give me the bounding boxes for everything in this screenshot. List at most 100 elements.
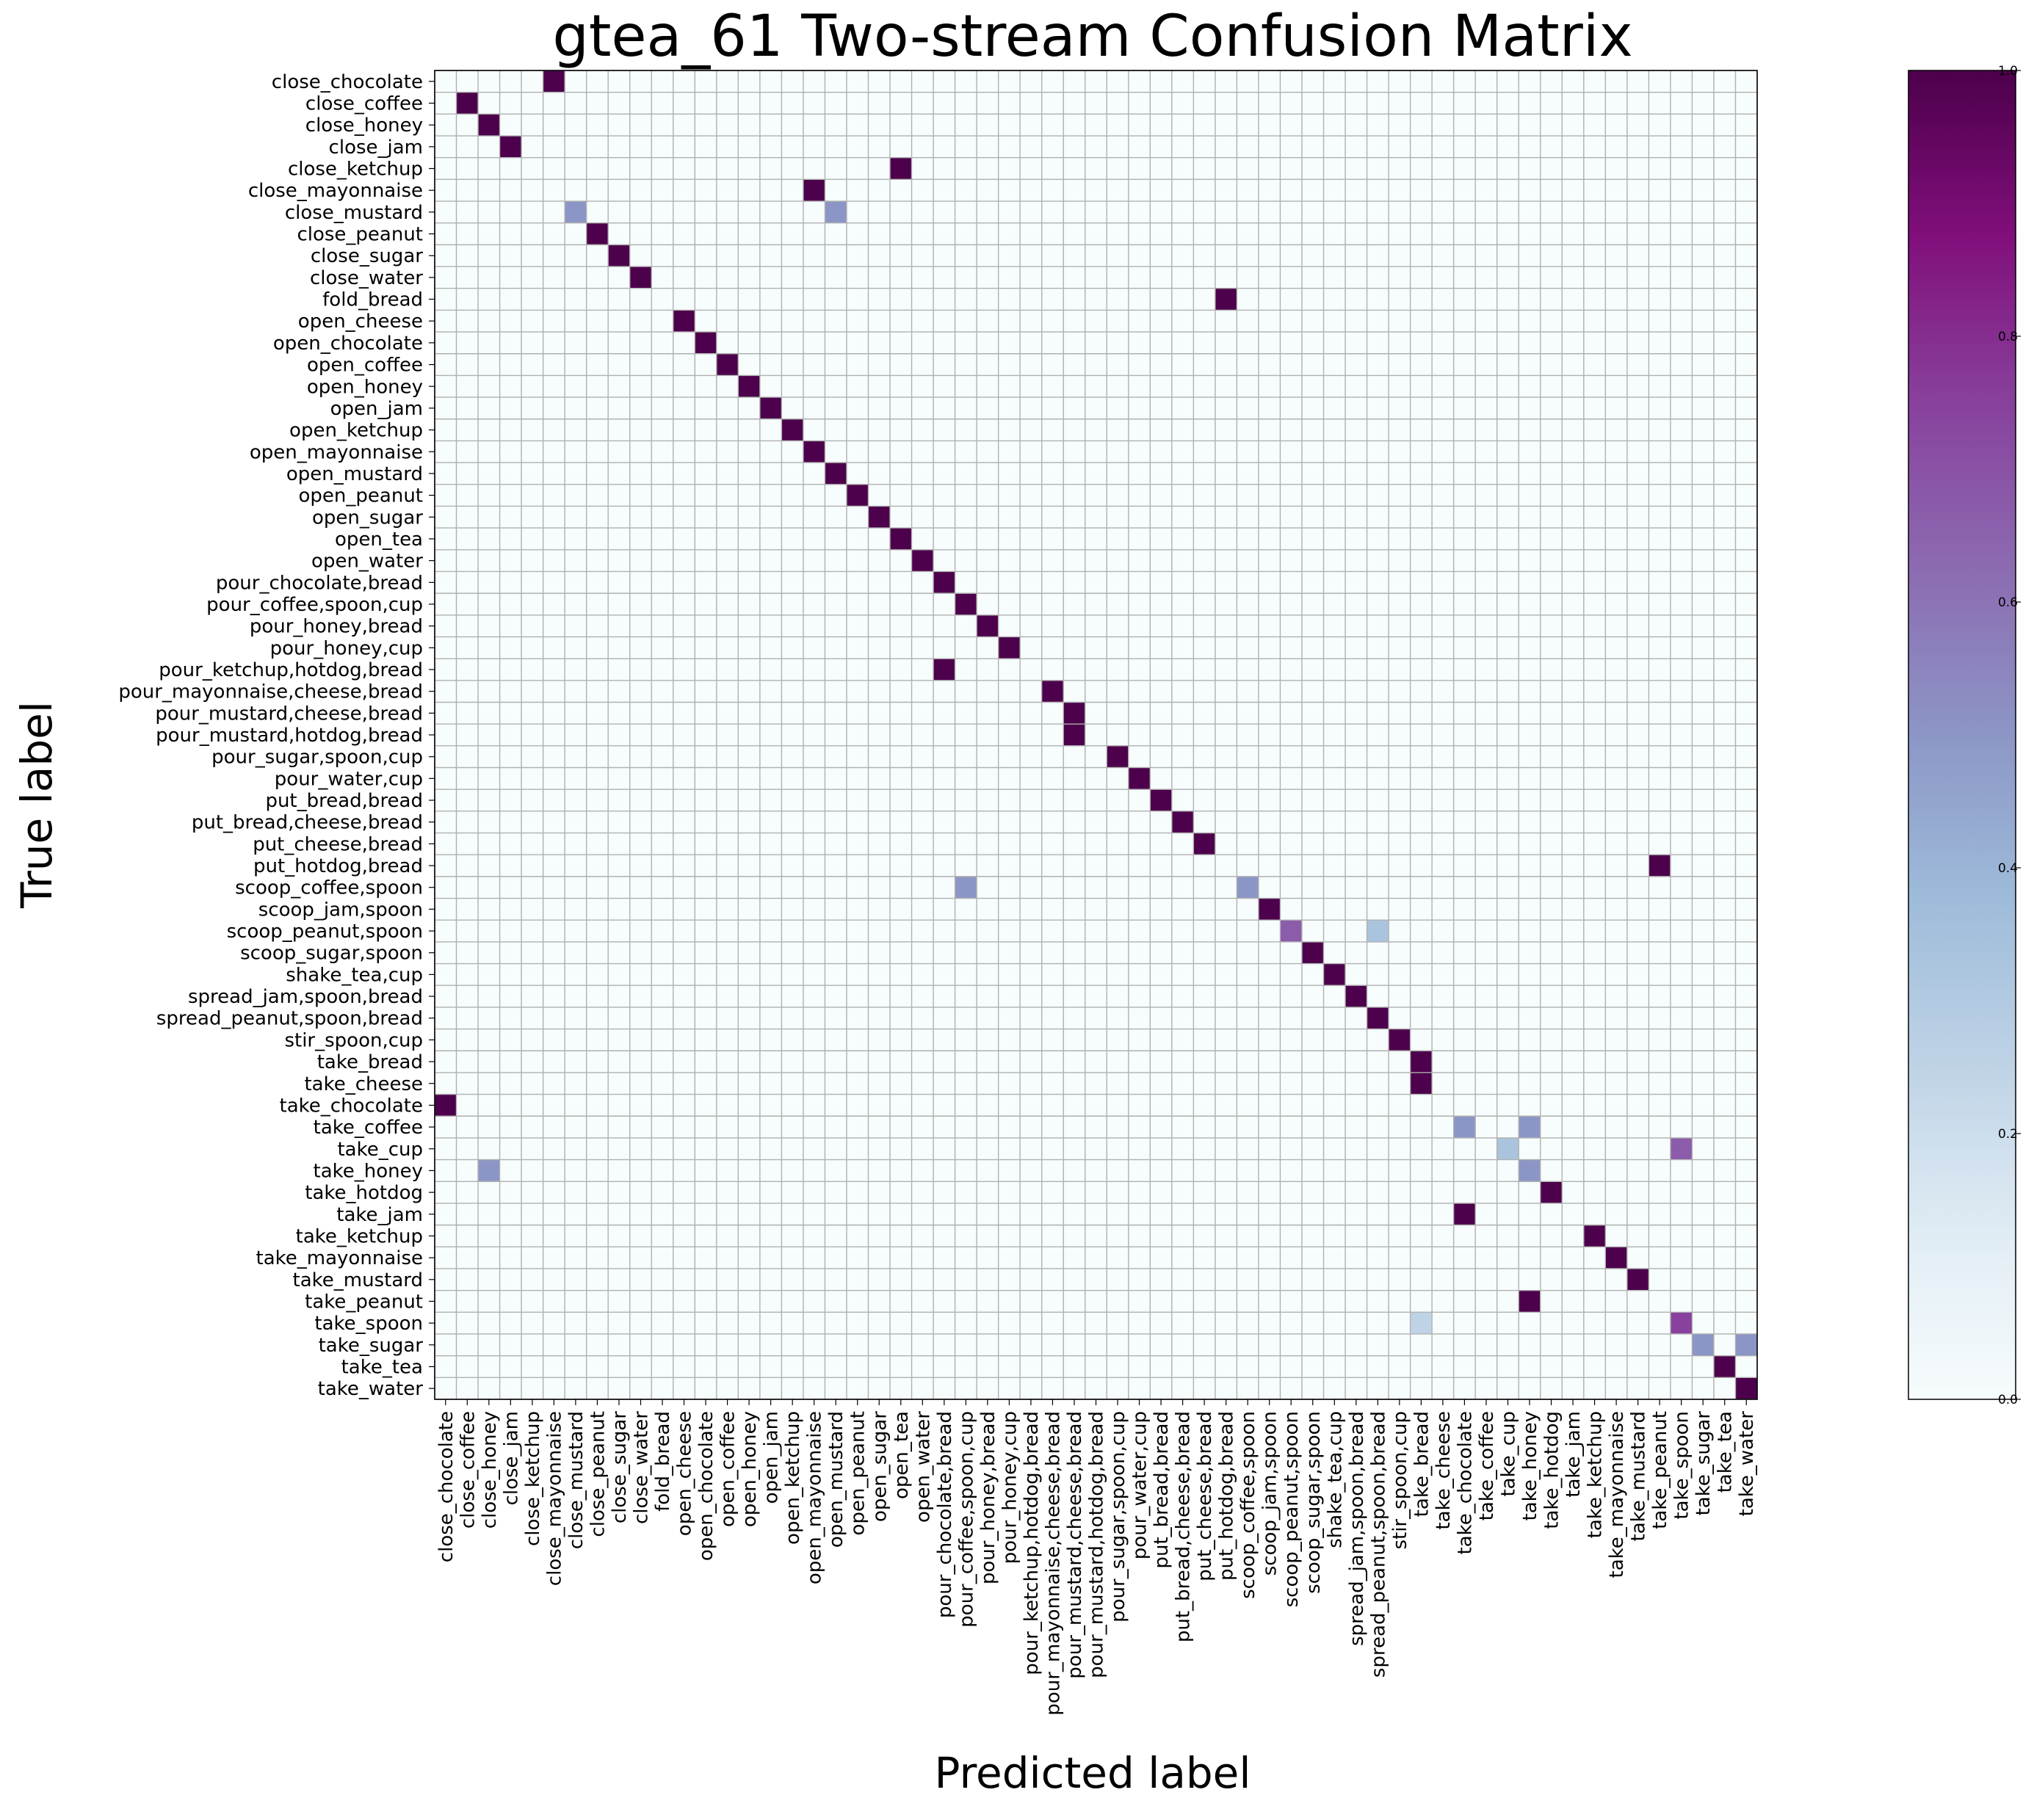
matrix-cell (1519, 1116, 1541, 1138)
colorbar-tick-label: 0.2 (1998, 1127, 2018, 1142)
matrix-cell (1367, 920, 1389, 942)
matrix-cell (955, 876, 977, 899)
y-tick-label: take_sugar (319, 1335, 424, 1357)
y-tick-label: stir_spoon,cup (284, 1029, 423, 1051)
matrix-cell (825, 201, 847, 223)
y-tick-labels: close_chocolateclose_coffeeclose_honeycl… (118, 71, 435, 1400)
x-tick-label: open_water (912, 1411, 934, 1523)
matrix-cell (1150, 789, 1172, 811)
grid-lines (434, 70, 1758, 1400)
matrix-cell (565, 201, 587, 223)
matrix-cell (1519, 1290, 1541, 1313)
x-tick-label: take_peanut (1649, 1411, 1671, 1529)
matrix-cell (933, 659, 955, 681)
colorbar: 0.0 0.2 0.4 0.6 0.8 1.0 (1908, 64, 2021, 1407)
y-tick-label: open_coffee (307, 355, 423, 377)
matrix-cell (803, 441, 825, 463)
y-tick-label: shake_tea,cup (286, 964, 423, 986)
matrix-cell (1237, 876, 1259, 899)
y-tick-label: pour_mustard,hotdog,bread (156, 725, 423, 747)
matrix-frame (434, 70, 1758, 1400)
x-tick-label: pour_water,cup (1129, 1411, 1151, 1559)
x-tick-label: fold_bread (652, 1411, 674, 1512)
x-axis-label: Predicted label (935, 1748, 1251, 1798)
y-tick-label: pour_sugar,spoon,cup (211, 747, 423, 769)
matrix-cell (1063, 724, 1085, 746)
matrix-cell (478, 1159, 500, 1182)
x-tick-label: take_bread (1411, 1411, 1433, 1517)
y-tick-label: open_sugar (312, 507, 423, 529)
y-tick-label: put_bread,cheese,bread (192, 812, 423, 834)
x-tick-label: take_cheese (1433, 1411, 1455, 1530)
x-tick-label: close_coffee (457, 1411, 479, 1529)
matrix-cell (1692, 1333, 1714, 1356)
x-tick-label: pour_sugar,spoon,cup (1107, 1411, 1129, 1623)
x-tick-label: pour_honey,cup (999, 1411, 1021, 1564)
x-tick-label: close_mayonnaise (543, 1411, 565, 1586)
y-tick-label: close_mayonnaise (248, 180, 423, 202)
x-tick-label: take_spoon (1671, 1411, 1693, 1520)
y-tick-label: close_mustard (285, 202, 423, 224)
x-tick-label: scoop_sugar,spoon (1303, 1411, 1325, 1594)
y-tick-label: take_mustard (293, 1269, 423, 1291)
x-tick-label: take_hotdog (1541, 1411, 1563, 1529)
matrix-cell (1605, 1247, 1627, 1269)
matrix-cell (1063, 702, 1085, 725)
colorbar-tick-label: 0.6 (1998, 595, 2018, 610)
y-tick-label: spread_peanut,spoon,bread (156, 1008, 423, 1030)
x-tick-label: close_water (630, 1411, 652, 1524)
chart-title: gtea_61 Two-stream Confusion Matrix (552, 4, 1632, 70)
x-tick-label: pour_mustard,cheese,bread (1064, 1411, 1086, 1679)
matrix-cell (890, 157, 912, 180)
y-tick-label: scoop_coffee,spoon (235, 877, 423, 899)
y-tick-label: take_ketchup (296, 1225, 423, 1247)
matrix-cell (955, 593, 977, 615)
x-tick-label: take_mayonnaise (1606, 1411, 1628, 1578)
colorbar-tick-label: 0.0 (1998, 1393, 2018, 1407)
matrix-cell (781, 418, 803, 441)
y-tick-label: take_chocolate (280, 1095, 423, 1117)
y-tick-label: put_hotdog,bread (253, 855, 423, 877)
x-tick-label: take_tea (1715, 1411, 1737, 1493)
y-tick-label: take_cup (337, 1139, 423, 1161)
x-tick-label: pour_chocolate,bread (934, 1411, 956, 1618)
y-tick-label: take_honey (314, 1160, 424, 1182)
matrix-cell (1670, 1137, 1693, 1160)
matrix-cell (1670, 1312, 1693, 1334)
matrix-cell (846, 484, 869, 507)
matrix-cell (499, 136, 522, 158)
matrix-cell (1367, 1007, 1389, 1029)
x-tick-label: take_water (1736, 1411, 1758, 1517)
y-tick-label: take_water (318, 1378, 424, 1400)
y-tick-label: take_mayonnaise (256, 1247, 423, 1269)
y-tick-label: pour_mustard,cheese,bread (155, 703, 423, 725)
matrix-cell (1497, 1137, 1519, 1160)
matrix-cell (1713, 1355, 1736, 1378)
y-tick-label: open_peanut (299, 485, 423, 507)
x-tick-label: close_ketchup (522, 1411, 544, 1546)
matrix-cells (435, 70, 1757, 1399)
colorbar-tick-label: 0.4 (1998, 861, 2018, 876)
matrix-cell (1735, 1377, 1757, 1399)
y-tick-label: open_mustard (286, 463, 423, 485)
x-tick-label: close_chocolate (435, 1411, 457, 1562)
matrix-cell (716, 353, 739, 376)
x-tick-label: close_mustard (565, 1411, 587, 1549)
matrix-cell (1258, 898, 1281, 921)
x-tick-label: open_cheese (674, 1411, 696, 1536)
matrix-cell (586, 222, 609, 245)
y-tick-label: take_bread (317, 1051, 423, 1073)
y-tick-label: open_tea (335, 529, 423, 551)
x-tick-label: scoop_jam,spoon (1259, 1411, 1281, 1576)
matrix-cell (1410, 1312, 1433, 1334)
y-tick-label: open_chocolate (273, 333, 423, 355)
y-tick-label: close_water (310, 267, 423, 289)
y-tick-label: scoop_peanut,spoon (227, 921, 423, 943)
matrix-cell (629, 267, 652, 289)
matrix-cell (1301, 941, 1324, 964)
y-tick-label: take_cheese (304, 1073, 423, 1095)
matrix-cell (1323, 963, 1346, 986)
x-tick-label: open_mayonnaise (804, 1411, 826, 1584)
x-tick-label: scoop_coffee,spoon (1237, 1411, 1259, 1599)
x-tick-label: pour_ketchup,hotdog,bread (1021, 1411, 1043, 1675)
